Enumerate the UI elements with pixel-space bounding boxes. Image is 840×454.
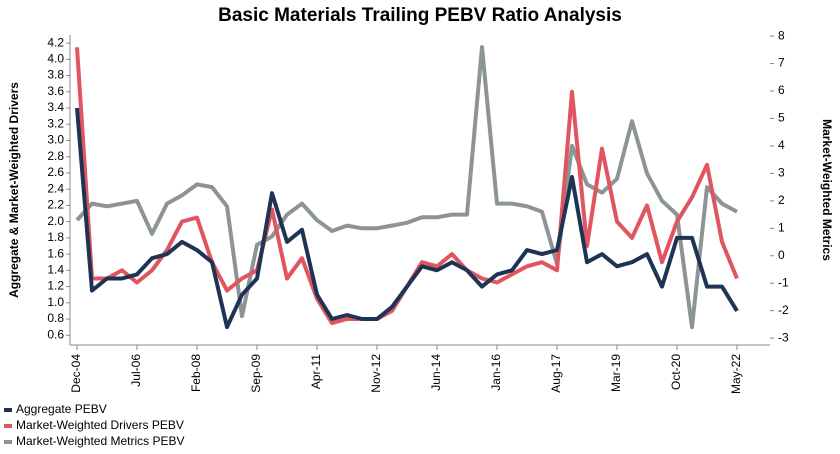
y-tick-label: 2.8	[47, 149, 64, 163]
x-tick-label: Feb-08	[189, 354, 203, 392]
legend-label: Market-Weighted Drivers PEBV	[16, 418, 184, 432]
x-tick-label: Jul-06	[129, 354, 143, 387]
x-tick-label: Mar-19	[609, 354, 623, 392]
y-tick-label: 1.4	[47, 263, 64, 277]
x-tick-label: Aug-17	[549, 354, 563, 393]
y2-tick-label: 0	[778, 248, 785, 262]
series-line	[75, 47, 739, 326]
y2-tick-label: 7	[778, 56, 785, 70]
y-tick-label: 1.2	[47, 279, 64, 293]
y2-axis-title: Market-Weighted Metrics	[820, 119, 834, 261]
y-tick-label: 3.8	[47, 68, 64, 82]
y-tick-label: 1.8	[47, 230, 64, 244]
y-tick-label: 3.6	[47, 84, 64, 98]
y-tick-label: 1.6	[47, 246, 64, 260]
y-tick-label: 4.0	[47, 52, 64, 66]
y2-tick-label: 1	[778, 220, 785, 234]
y-tick-label: 2.2	[47, 198, 64, 212]
x-tick-label: Oct-20	[669, 354, 683, 390]
y-tick-label: 1.0	[47, 295, 64, 309]
y2-tick-label: 4	[778, 138, 785, 152]
y-tick-label: 2.4	[47, 181, 64, 195]
x-tick-label: May-22	[729, 354, 743, 394]
y-tick-label: 3.0	[47, 133, 64, 147]
y-tick-label: 0.8	[47, 311, 64, 325]
series-line	[75, 107, 739, 330]
y-tick-label: 2.6	[47, 165, 64, 179]
x-tick-label: Apr-11	[309, 354, 323, 389]
y-tick-label: 3.4	[47, 100, 64, 114]
y2-tick-label: -1	[778, 275, 789, 289]
y2-tick-label: -3	[778, 330, 789, 344]
series-line	[75, 45, 738, 330]
y2-tick-label: 2	[778, 193, 785, 207]
x-tick-label: Dec-04	[69, 354, 83, 393]
x-tick-label: Jun-14	[429, 354, 443, 391]
legend-label: Market-Weighted Metrics PEBV	[16, 434, 185, 448]
y-tick-label: 0.6	[47, 327, 64, 341]
y2-tick-label: 5	[778, 111, 785, 125]
y-axis-title: Aggregate & Market-Weighted Drivers	[7, 82, 21, 298]
y2-tick-label: -2	[778, 303, 789, 317]
x-tick-label: Jan-16	[489, 354, 503, 391]
y-tick-label: 3.2	[47, 116, 64, 130]
legend-label: Aggregate PEBV	[16, 402, 107, 416]
y-tick-label: 2.0	[47, 214, 64, 228]
y2-tick-label: 6	[778, 83, 785, 97]
y-tick-label: 4.2	[47, 35, 64, 49]
chart-title: Basic Materials Trailing PEBV Ratio Anal…	[218, 5, 622, 26]
x-tick-label: Nov-12	[369, 354, 383, 393]
y2-tick-label: 3	[778, 166, 785, 180]
y2-tick-label: 8	[778, 28, 785, 42]
x-tick-label: Sep-09	[249, 354, 263, 393]
